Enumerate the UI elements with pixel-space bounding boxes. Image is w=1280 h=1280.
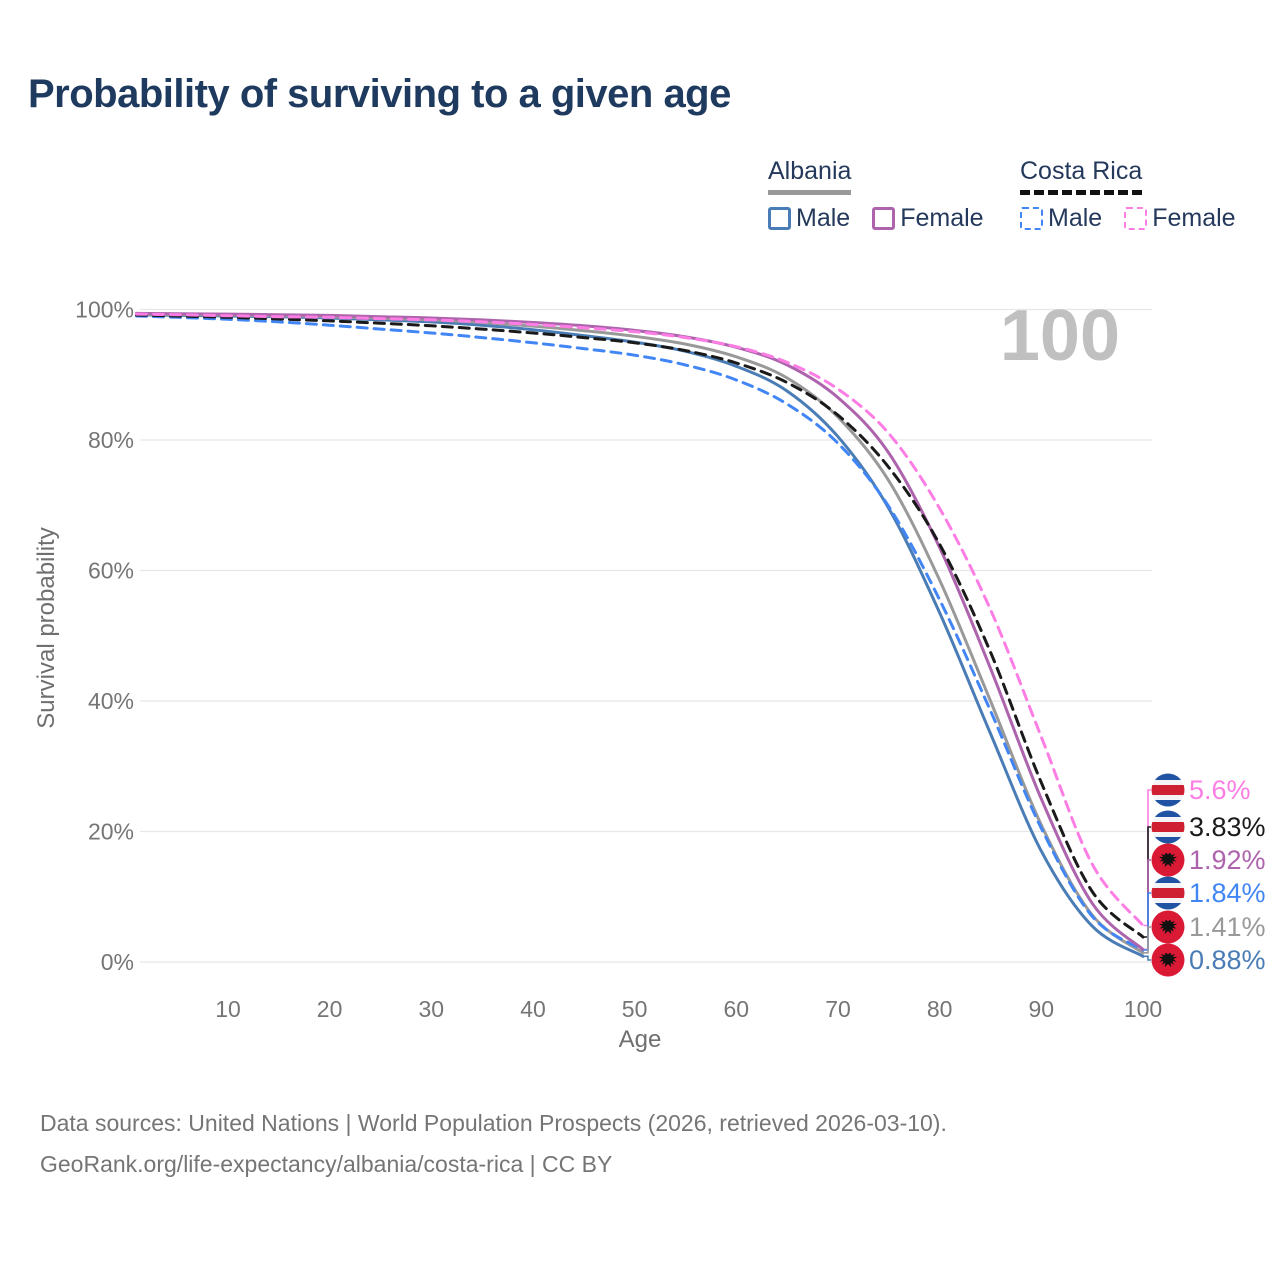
x-tick-label-40: 40 (520, 996, 546, 1022)
end-label-connector-albania-both-sexes (1143, 926, 1151, 954)
legend-item-albania-male[interactable]: Male (768, 204, 850, 233)
end-value-label-costa-rica-male[interactable]: 1.84% (1189, 878, 1266, 908)
legend-header-costa-rica: Costa Rica (1020, 157, 1143, 195)
legend-row-costa-rica: Male Female (1020, 204, 1236, 233)
x-tick-label-20: 20 (317, 996, 343, 1022)
hover-age-watermark: 100 (1000, 296, 1120, 376)
costa-rica-female-swatch-icon[interactable] (1124, 206, 1148, 230)
curve-costa-rica-both-sexes[interactable] (135, 313, 1145, 939)
footer-data-sources: Data sources: United Nations | World Pop… (40, 1110, 947, 1136)
legend-label-costa-rica-female: Female (1152, 203, 1236, 232)
legend-group-costa-rica: Costa Rica Male Female (1020, 157, 1236, 233)
x-tick-label-90: 90 (1029, 996, 1055, 1022)
costa-rica-male-swatch-icon[interactable] (1020, 206, 1043, 230)
y-tick-label-0: 0% (101, 949, 134, 975)
curve-albania-male[interactable] (135, 313, 1145, 958)
x-tick-label-30: 30 (419, 996, 445, 1022)
end-value-label-albania-female[interactable]: 1.92% (1189, 845, 1266, 875)
albania-flag-icon (1151, 843, 1185, 877)
end-value-label-albania-both-sexes[interactable]: 1.41% (1189, 912, 1266, 942)
end-label-connector-costa-rica-male (1143, 892, 1151, 951)
x-axis-title: Age (618, 1026, 662, 1053)
albania-male-swatch-icon[interactable] (768, 206, 791, 230)
albania-female-swatch-icon[interactable] (872, 206, 896, 230)
end-value-label-costa-rica-both-sexes[interactable]: 3.83% (1189, 812, 1266, 842)
curve-costa-rica-female[interactable] (135, 312, 1145, 927)
legend-label-costa-rica-male: Male (1048, 203, 1103, 232)
y-tick-label-60: 60% (88, 558, 134, 584)
legend-item-costa-rica-female[interactable]: Female (1124, 203, 1236, 233)
x-tick-label-50: 50 (622, 996, 648, 1022)
curve-albania-female[interactable] (135, 311, 1145, 951)
y-tick-label-20: 20% (88, 819, 134, 845)
y-tick-label-40: 40% (88, 688, 134, 714)
albania-flag-icon (1151, 910, 1185, 944)
x-tick-label-80: 80 (927, 996, 953, 1022)
albania-flag-icon (1151, 943, 1185, 977)
footer: Data sources: United Nations | World Pop… (40, 1103, 947, 1185)
x-tick-label-70: 70 (825, 996, 851, 1022)
legend-item-albania-female[interactable]: Female (872, 203, 984, 233)
legend-item-costa-rica-male[interactable]: Male (1020, 204, 1102, 233)
curve-albania-both-sexes[interactable] (135, 312, 1145, 955)
y-tick-label-100: 100% (75, 297, 134, 323)
costa-rica-flag-icon (1151, 810, 1185, 844)
legend-group-albania: Albania Male Female (768, 157, 984, 233)
legend-header-albania: Albania (768, 157, 852, 195)
end-label-connector-albania-male (1143, 955, 1151, 961)
x-tick-label-60: 60 (724, 996, 750, 1022)
end-value-label-albania-male[interactable]: 0.88% (1189, 945, 1266, 975)
curve-costa-rica-male[interactable] (135, 314, 1145, 952)
costa-rica-flag-icon (1151, 876, 1185, 910)
legend-label-albania-male: Male (796, 203, 851, 232)
y-tick-label-80: 80% (88, 427, 134, 453)
footer-attribution: GeoRank.org/life-expectancy/albania/cost… (40, 1150, 613, 1177)
legend-label-albania-female: Female (900, 203, 984, 232)
end-value-label-costa-rica-female[interactable]: 5.6% (1189, 775, 1251, 805)
page-title: Probability of surviving to a given age (28, 72, 731, 116)
x-tick-label-100: 100 (1124, 996, 1162, 1022)
costa-rica-flag-icon (1151, 773, 1185, 807)
legend-row-albania: Male Female (768, 204, 984, 233)
x-tick-label-10: 10 (215, 996, 241, 1022)
y-axis-title: Survival probability (33, 527, 60, 729)
